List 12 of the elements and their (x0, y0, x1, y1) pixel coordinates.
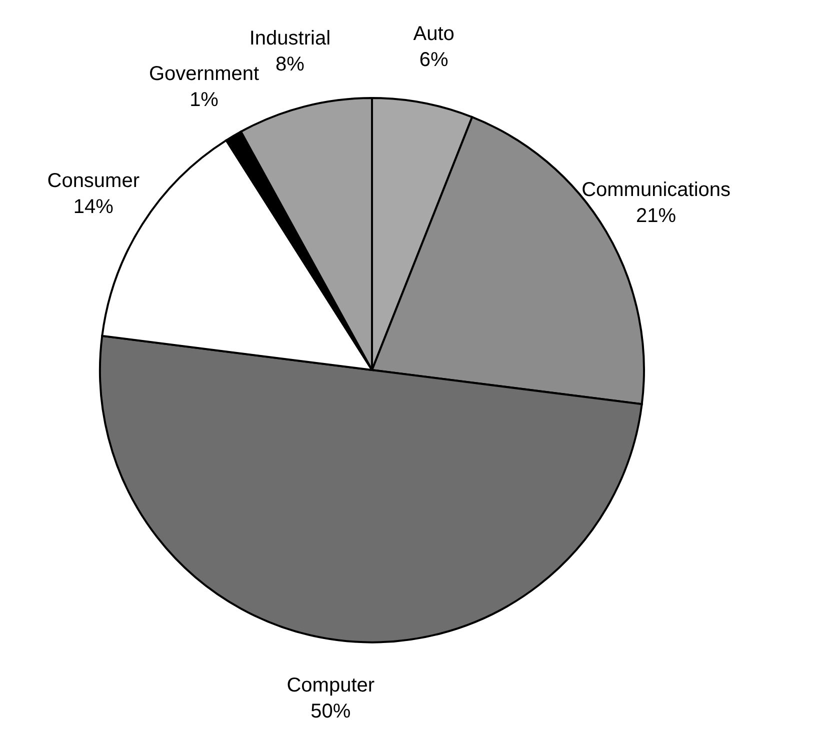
data-label: 1% (190, 88, 219, 111)
data-label: 14% (73, 196, 114, 218)
data-label: 50% (310, 700, 351, 722)
slice-label: Computer (286, 674, 375, 696)
slice-label: Auto (413, 22, 454, 45)
slice-label: Industrial (249, 27, 331, 50)
data-label: 21% (636, 205, 676, 228)
data-label: 6% (419, 48, 449, 71)
slice-label: Consumer (47, 170, 140, 192)
slice-label: Communications (582, 179, 731, 202)
data-label: 8% (275, 53, 305, 76)
slice-label: Government (148, 62, 260, 85)
